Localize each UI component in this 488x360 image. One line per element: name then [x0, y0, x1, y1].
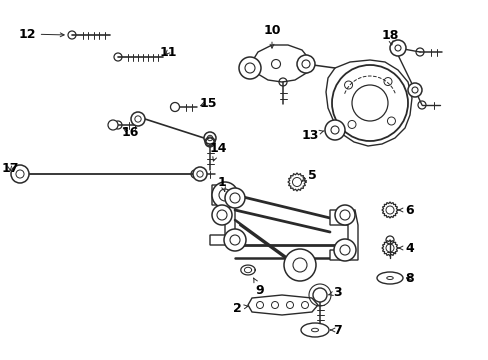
- Polygon shape: [325, 60, 411, 146]
- Text: 9: 9: [253, 278, 264, 297]
- Text: 2: 2: [232, 302, 247, 315]
- Circle shape: [11, 165, 29, 183]
- Polygon shape: [329, 210, 357, 260]
- Text: 1: 1: [217, 176, 226, 192]
- Text: 11: 11: [159, 45, 176, 59]
- Circle shape: [170, 103, 179, 112]
- Circle shape: [212, 182, 238, 208]
- Text: 3: 3: [327, 285, 342, 298]
- Circle shape: [108, 120, 118, 130]
- Polygon shape: [247, 295, 317, 315]
- Text: 4: 4: [398, 242, 413, 255]
- Circle shape: [193, 167, 206, 181]
- Circle shape: [256, 302, 263, 309]
- Circle shape: [386, 117, 395, 125]
- Text: 16: 16: [121, 126, 139, 139]
- Text: 15: 15: [199, 96, 216, 109]
- Circle shape: [383, 77, 391, 86]
- Circle shape: [224, 229, 245, 251]
- Circle shape: [331, 65, 407, 141]
- Polygon shape: [209, 185, 235, 245]
- Circle shape: [239, 57, 261, 79]
- Text: 7: 7: [330, 324, 342, 337]
- Circle shape: [407, 83, 421, 97]
- Text: 5: 5: [302, 168, 316, 181]
- Circle shape: [301, 302, 308, 309]
- Circle shape: [333, 239, 355, 261]
- Circle shape: [212, 205, 231, 225]
- Circle shape: [344, 81, 352, 89]
- Circle shape: [334, 205, 354, 225]
- Text: 12: 12: [18, 27, 64, 41]
- Circle shape: [312, 288, 326, 302]
- Circle shape: [347, 121, 355, 129]
- Polygon shape: [247, 45, 309, 82]
- Text: 8: 8: [405, 271, 413, 284]
- Text: 6: 6: [398, 203, 413, 216]
- Circle shape: [224, 188, 244, 208]
- Circle shape: [131, 112, 145, 126]
- Text: 13: 13: [301, 129, 324, 141]
- Text: 10: 10: [263, 23, 280, 48]
- Text: 14: 14: [209, 141, 226, 161]
- Circle shape: [325, 120, 345, 140]
- Text: 18: 18: [381, 28, 398, 45]
- Circle shape: [286, 302, 293, 309]
- Text: 17: 17: [1, 162, 19, 175]
- Circle shape: [203, 132, 216, 144]
- Circle shape: [296, 55, 314, 73]
- Circle shape: [284, 249, 315, 281]
- Ellipse shape: [376, 272, 402, 284]
- Circle shape: [389, 40, 405, 56]
- Circle shape: [271, 302, 278, 309]
- Ellipse shape: [301, 323, 328, 337]
